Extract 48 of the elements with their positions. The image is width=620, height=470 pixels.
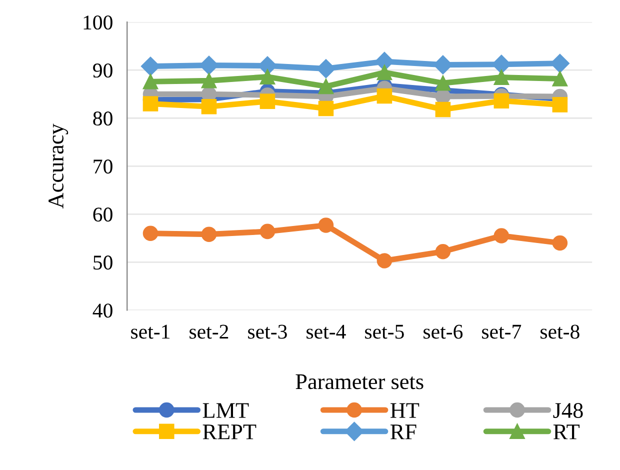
point [376, 253, 392, 268]
point [552, 97, 568, 112]
point [435, 102, 451, 118]
legend-label: RF [390, 424, 416, 440]
y-axis-title: Accuracy [48, 124, 68, 208]
y-tick-label: 60 [93, 208, 112, 222]
point [376, 64, 392, 80]
x-tick-label: set-4 [306, 324, 346, 339]
x-axis-title: Parameter sets [296, 374, 424, 390]
x-tick-label: set-1 [131, 324, 170, 339]
y-tick-label: 90 [93, 63, 112, 78]
point [552, 71, 568, 86]
point [201, 73, 217, 88]
y-tick-label: 50 [94, 256, 112, 270]
point [260, 69, 276, 84]
y-tick-label: 70 [94, 160, 112, 174]
x-tick-label: set-3 [248, 324, 287, 339]
legend-label: REPT [202, 424, 256, 440]
point [142, 226, 158, 242]
point [435, 244, 451, 260]
legend-label: LMT [202, 403, 249, 418]
point [494, 93, 510, 108]
point [201, 98, 217, 114]
point [260, 94, 276, 109]
legend-label: RT [553, 424, 580, 440]
point [552, 235, 568, 251]
point [374, 52, 394, 71]
y-tick-label: 80 [93, 112, 112, 126]
point [318, 78, 334, 94]
point [201, 226, 217, 242]
y-tick-label: 40 [92, 304, 112, 318]
point [318, 218, 334, 233]
x-tick-label: set-8 [540, 324, 580, 339]
point [494, 228, 510, 244]
point [494, 70, 510, 85]
point [376, 88, 392, 104]
point [142, 74, 158, 90]
point [435, 75, 451, 91]
legend-label: J48 [553, 403, 583, 418]
point [260, 224, 276, 240]
x-tick-label: set-5 [365, 324, 404, 339]
x-tick-label: set-6 [424, 324, 463, 339]
x-tick-label: set-2 [190, 324, 228, 339]
point [142, 96, 158, 112]
point [318, 100, 334, 116]
legend-label: HT [390, 403, 420, 418]
x-tick-label: set-7 [482, 324, 522, 339]
y-tick-label: 100 [84, 15, 112, 30]
